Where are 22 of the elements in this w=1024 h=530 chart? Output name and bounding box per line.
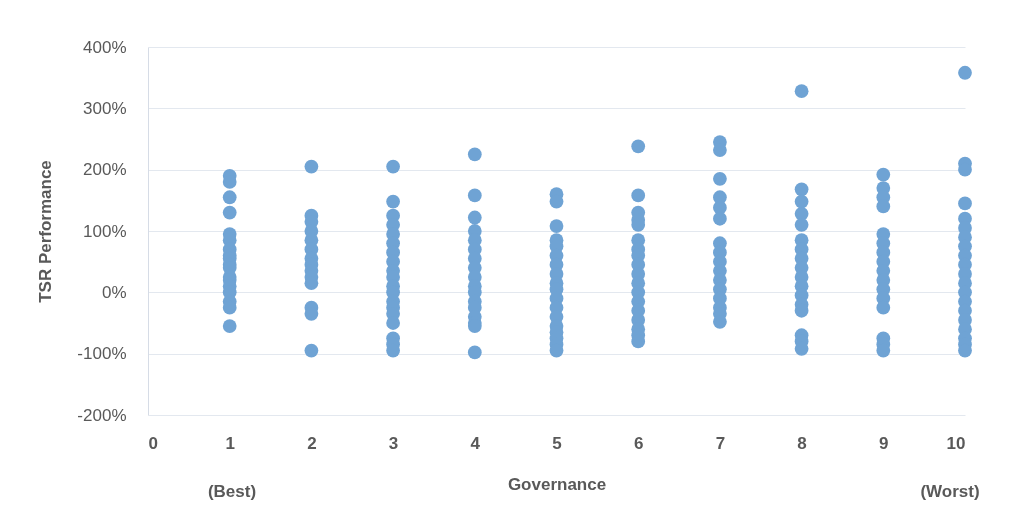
x-tick-label: 3 (388, 433, 399, 453)
x-tick-label: 2 (307, 433, 317, 453)
y-tick-label: -200% (77, 405, 127, 425)
x-tick-label: 5 (552, 433, 562, 453)
x-tick-label: 10 (946, 433, 966, 453)
y-tick-label: 200% (83, 160, 127, 180)
x-tick-label: 4 (470, 433, 481, 453)
text: (Worst) (920, 482, 980, 501)
x-tick-label: 1 (225, 433, 235, 453)
y-tick-label: -100% (77, 344, 127, 364)
text: (Best) (207, 482, 257, 501)
y-axis-title: TSR Performance (36, 160, 56, 303)
y-tick-label: 300% (83, 98, 127, 118)
y-tick-label: 400% (83, 37, 127, 57)
x-tick-label: 0 (148, 433, 158, 453)
x-tick-label: 9 (879, 433, 889, 453)
x-tick-label: 7 (715, 433, 726, 453)
x-tick-label: 6 (633, 433, 644, 453)
y-tick-label: 0% (101, 282, 127, 302)
y-tick-label: 100% (83, 221, 127, 241)
x-tick-label: 8 (797, 433, 807, 453)
x-axis-title: Governance (507, 474, 607, 494)
